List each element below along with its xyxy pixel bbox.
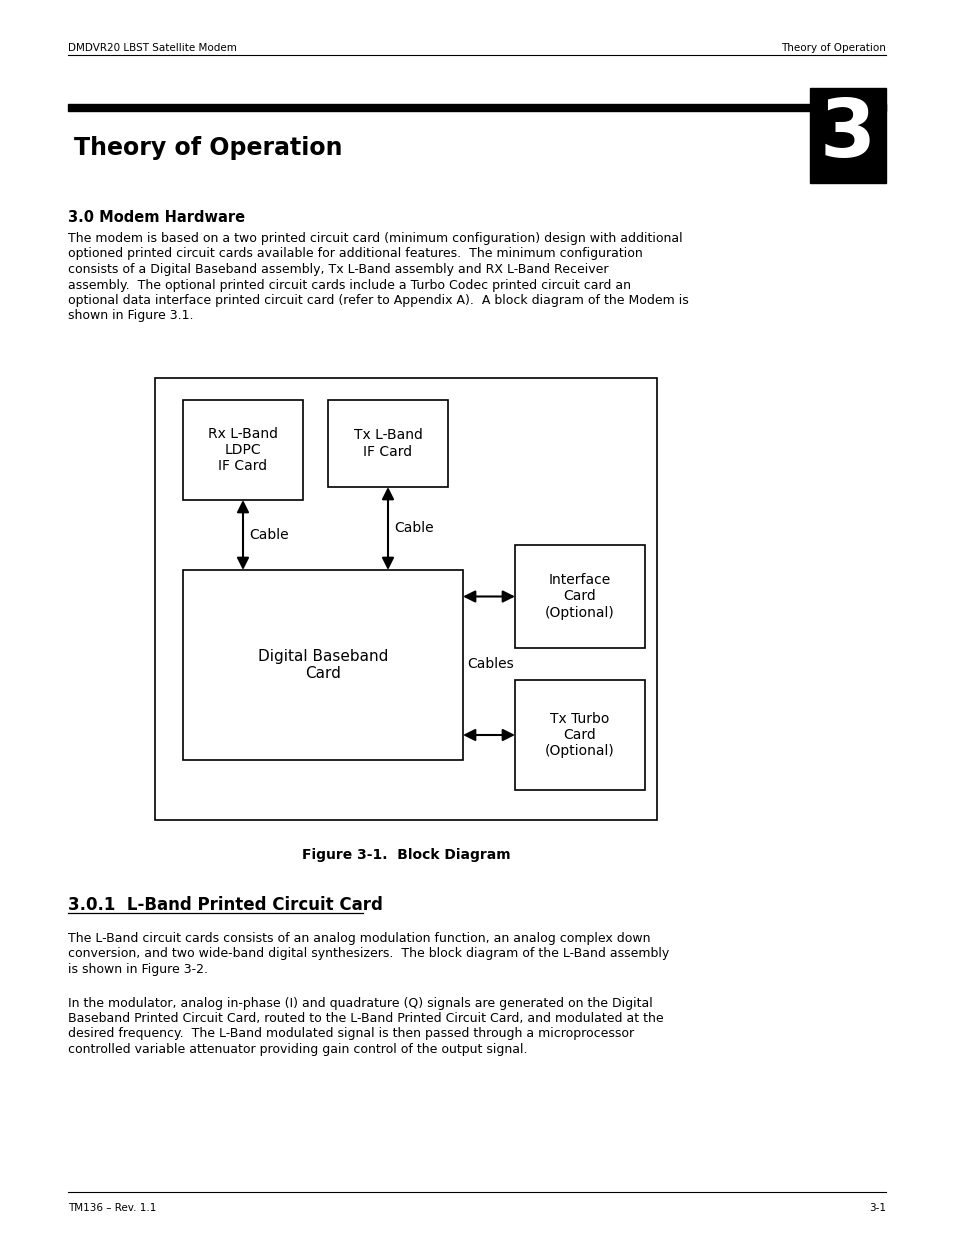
Text: controlled variable attenuator providing gain control of the output signal.: controlled variable attenuator providing…	[68, 1044, 527, 1056]
Text: Cable: Cable	[249, 529, 289, 542]
Text: Tx L-Band
IF Card: Tx L-Band IF Card	[354, 429, 422, 458]
Text: is shown in Figure 3-2.: is shown in Figure 3-2.	[68, 963, 208, 976]
Text: Interface
Card
(Optional): Interface Card (Optional)	[544, 573, 615, 620]
Text: Rx L-Band
LDPC
IF Card: Rx L-Band LDPC IF Card	[208, 427, 277, 473]
Text: 3-1: 3-1	[868, 1203, 885, 1213]
Bar	[515, 680, 644, 790]
Text: shown in Figure 3.1.: shown in Figure 3.1.	[68, 310, 193, 322]
Text: TM136 – Rev. 1.1: TM136 – Rev. 1.1	[68, 1203, 156, 1213]
Bar	[154, 378, 657, 820]
Bar	[68, 104, 885, 111]
Text: Baseband Printed Circuit Card, routed to the L-Band Printed Circuit Card, and mo: Baseband Printed Circuit Card, routed to…	[68, 1011, 663, 1025]
Text: 3.0.1  L-Band Printed Circuit Card: 3.0.1 L-Band Printed Circuit Card	[68, 897, 382, 914]
Bar	[515, 545, 644, 648]
Text: Tx Turbo
Card
(Optional): Tx Turbo Card (Optional)	[544, 711, 615, 758]
Text: DMDVR20 LBST Satellite Modem: DMDVR20 LBST Satellite Modem	[68, 43, 236, 53]
Text: Figure 3-1.  Block Diagram: Figure 3-1. Block Diagram	[301, 848, 510, 862]
Bar	[328, 400, 448, 487]
Text: Theory of Operation: Theory of Operation	[781, 43, 885, 53]
Text: 3: 3	[820, 96, 875, 174]
Text: The modem is based on a two printed circuit card (minimum configuration) design : The modem is based on a two printed circ…	[68, 232, 682, 245]
Text: Cable: Cable	[394, 521, 434, 536]
Text: consists of a Digital Baseband assembly, Tx L-Band assembly and RX L-Band Receiv: consists of a Digital Baseband assembly,…	[68, 263, 608, 275]
Text: optional data interface printed circuit card (refer to Appendix A).  A block dia: optional data interface printed circuit …	[68, 294, 688, 308]
Text: optioned printed circuit cards available for additional features.  The minimum c: optioned printed circuit cards available…	[68, 247, 642, 261]
Bar	[809, 88, 885, 183]
Text: The L-Band circuit cards consists of an analog modulation function, an analog co: The L-Band circuit cards consists of an …	[68, 932, 650, 945]
Text: 3.0 Modem Hardware: 3.0 Modem Hardware	[68, 210, 245, 225]
Bar	[183, 400, 303, 500]
Text: assembly.  The optional printed circuit cards include a Turbo Codec printed circ: assembly. The optional printed circuit c…	[68, 279, 630, 291]
Text: Theory of Operation: Theory of Operation	[74, 136, 342, 161]
Text: In the modulator, analog in-phase (I) and quadrature (Q) signals are generated o: In the modulator, analog in-phase (I) an…	[68, 997, 652, 1009]
Text: desired frequency.  The L-Band modulated signal is then passed through a micropr: desired frequency. The L-Band modulated …	[68, 1028, 634, 1041]
Text: Digital Baseband
Card: Digital Baseband Card	[257, 648, 388, 682]
Bar	[183, 571, 462, 760]
Text: conversion, and two wide-band digital synthesizers.  The block diagram of the L-: conversion, and two wide-band digital sy…	[68, 947, 669, 961]
Text: Cables: Cables	[467, 657, 514, 671]
